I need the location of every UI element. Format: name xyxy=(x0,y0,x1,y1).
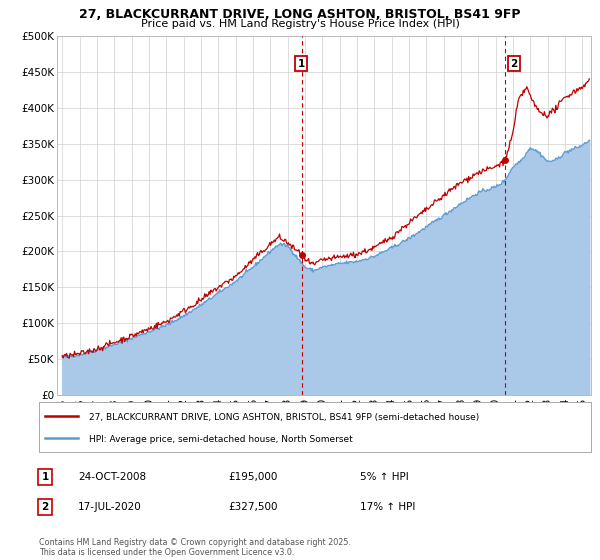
Text: 17-JUL-2020: 17-JUL-2020 xyxy=(78,502,142,512)
Text: £195,000: £195,000 xyxy=(228,472,277,482)
Text: 24-OCT-2008: 24-OCT-2008 xyxy=(78,472,146,482)
Text: £327,500: £327,500 xyxy=(228,502,277,512)
Text: 5% ↑ HPI: 5% ↑ HPI xyxy=(360,472,409,482)
Text: 2: 2 xyxy=(510,59,517,69)
Text: HPI: Average price, semi-detached house, North Somerset: HPI: Average price, semi-detached house,… xyxy=(89,435,352,444)
Text: 17% ↑ HPI: 17% ↑ HPI xyxy=(360,502,415,512)
Text: 1: 1 xyxy=(298,59,305,69)
Text: 27, BLACKCURRANT DRIVE, LONG ASHTON, BRISTOL, BS41 9FP (semi-detached house): 27, BLACKCURRANT DRIVE, LONG ASHTON, BRI… xyxy=(89,413,479,422)
Text: Price paid vs. HM Land Registry's House Price Index (HPI): Price paid vs. HM Land Registry's House … xyxy=(140,19,460,29)
Text: 2: 2 xyxy=(41,502,49,512)
Text: 27, BLACKCURRANT DRIVE, LONG ASHTON, BRISTOL, BS41 9FP: 27, BLACKCURRANT DRIVE, LONG ASHTON, BRI… xyxy=(79,8,521,21)
Text: Contains HM Land Registry data © Crown copyright and database right 2025.
This d: Contains HM Land Registry data © Crown c… xyxy=(39,538,351,557)
Text: 1: 1 xyxy=(41,472,49,482)
